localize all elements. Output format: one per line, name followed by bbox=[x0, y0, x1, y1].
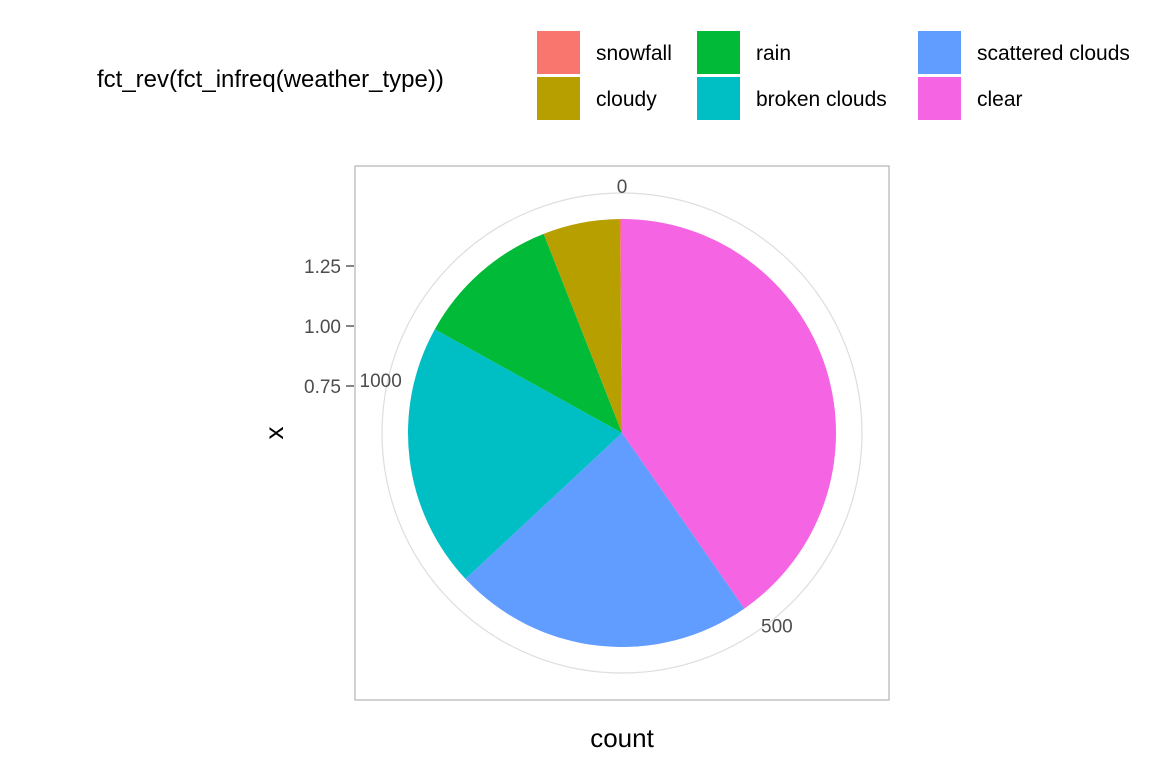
legend-key bbox=[537, 77, 580, 120]
radial-axis: 0.75 1.00 1.25 bbox=[304, 257, 354, 398]
radial-tick-label: 1.25 bbox=[304, 257, 341, 278]
x-axis-title: count bbox=[590, 723, 654, 753]
legend-key bbox=[697, 77, 740, 120]
legend-label: rain bbox=[756, 42, 791, 65]
legend-entry: cloudy bbox=[537, 77, 657, 120]
pie-slices bbox=[407, 219, 837, 648]
legend-entries: snowfall cloudy rain broken clouds scattered… bbox=[537, 31, 1130, 120]
legend-entry: rain bbox=[697, 31, 791, 74]
pie-slice-rain bbox=[434, 233, 622, 433]
legend-key bbox=[537, 31, 580, 74]
pie-slice-cloudy bbox=[543, 219, 622, 433]
legend-entry: clear bbox=[918, 77, 1023, 120]
legend-entry: scattered clouds bbox=[918, 31, 1130, 74]
legend-entry: snowfall bbox=[537, 31, 672, 74]
pie-slice-broken-clouds bbox=[407, 329, 622, 579]
theta-tick-labels: 0 500 1000 bbox=[360, 177, 793, 637]
legend-label: scattered clouds bbox=[977, 42, 1130, 65]
legend-key bbox=[918, 77, 961, 120]
legend-title: fct_rev(fct_infreq(weather_type)) bbox=[97, 66, 444, 93]
legend: fct_rev(fct_infreq(weather_type)) snowfa… bbox=[97, 31, 1130, 120]
legend-label: clear bbox=[977, 88, 1023, 111]
theta-tick-label: 500 bbox=[761, 616, 793, 637]
pie-slice-clear bbox=[622, 219, 837, 609]
theta-tick-label: 1000 bbox=[360, 371, 402, 392]
pie-slice-scattered-clouds bbox=[465, 433, 745, 648]
legend-label: broken clouds bbox=[756, 88, 887, 111]
radial-tick-label: 1.00 bbox=[304, 317, 341, 338]
radial-tick-label: 0.75 bbox=[304, 377, 341, 398]
legend-entry: broken clouds bbox=[697, 77, 887, 120]
pie-slice-snowfall bbox=[619, 219, 622, 433]
y-axis-title: x bbox=[259, 427, 289, 440]
grid-circle bbox=[381, 192, 863, 674]
legend-label: cloudy bbox=[596, 88, 657, 111]
theta-tick-label: 0 bbox=[617, 177, 628, 198]
legend-key bbox=[918, 31, 961, 74]
legend-key bbox=[697, 31, 740, 74]
legend-label: snowfall bbox=[596, 42, 672, 65]
